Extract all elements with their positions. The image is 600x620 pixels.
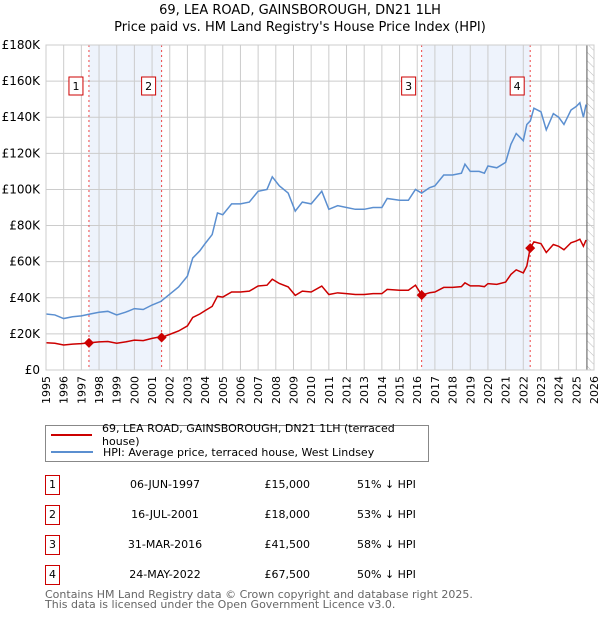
y-tick-label: £100K — [2, 182, 42, 196]
x-tick-label: 2013 — [358, 376, 371, 404]
plot-border — [45, 44, 595, 371]
x-tick-label: 2002 — [164, 376, 177, 404]
sale-price: £15,000 — [264, 478, 311, 491]
shaded-period — [88, 45, 162, 370]
x-tick-label: 2007 — [252, 376, 265, 404]
legend: 69, LEA ROAD, GAINSBOROUGH, DN21 1LH (te… — [45, 422, 429, 462]
sale-date: 31-MAR-2016 — [127, 538, 203, 551]
sale-label-box — [68, 76, 84, 96]
sale-label: 3 — [405, 80, 412, 93]
sale-label-box — [509, 76, 525, 96]
sale-date: 16-JUL-2001 — [131, 508, 199, 521]
y-tick-label: £120K — [2, 146, 42, 160]
y-tick-label: £60K — [9, 255, 41, 269]
x-tick-label: 2019 — [464, 376, 477, 404]
sale-label: 2 — [145, 80, 152, 93]
y-tick-label: £0 — [25, 363, 40, 377]
x-tick-label: 1995 — [40, 376, 53, 404]
x-tick-label: 2008 — [270, 376, 283, 404]
y-tick-label: £140K — [2, 110, 42, 124]
x-tick-label: 2009 — [287, 376, 300, 404]
x-tick-label: 2012 — [341, 376, 354, 404]
sale-label-box — [141, 76, 157, 96]
sale-number: 3 — [45, 535, 60, 555]
chart-subtitle: Price paid vs. HM Land Registry's House … — [114, 20, 486, 35]
x-tick-label: 2020 — [482, 376, 495, 404]
sale-point — [83, 337, 94, 348]
price-chart: 1995 1996 1997 1998 1999 2000 2001 2002 2003 2004… — [2, 38, 600, 404]
x-tick-label: 2022 — [517, 376, 530, 404]
x-tick-label: 2015 — [394, 376, 407, 404]
sale-hpi-diff: 50% ↓ HPI — [357, 568, 416, 581]
sale-hpi-diff: 58% ↓ HPI — [357, 538, 416, 551]
x-tick-label: 2004 — [199, 376, 212, 404]
sale-label: 1 — [72, 80, 79, 93]
footer: Contains HM Land Registry data © Crown c… — [45, 588, 473, 611]
sale-point — [156, 332, 167, 343]
x-tick-label: 1999 — [111, 376, 124, 404]
sale-row: 2 16-JUL-2001 £18,000 53% ↓ HPI — [45, 505, 465, 525]
x-tick-label: 2001 — [146, 376, 159, 404]
x-tick-label: 2025 — [570, 376, 583, 404]
sale-row: 4 24-MAY-2022 £67,500 50% ↓ HPI — [45, 565, 465, 585]
x-tick-label: 2017 — [429, 376, 442, 404]
x-tick-label: 2016 — [411, 376, 424, 404]
legend-item-hpi: HPI: Average price, terraced house, West… — [46, 444, 374, 460]
footer-line: This data is licensed under the Open Gov… — [45, 598, 396, 611]
legend-swatch — [51, 451, 93, 453]
x-tick-label: 1998 — [93, 376, 106, 404]
sale-point — [416, 290, 427, 301]
x-tick-label: 2026 — [588, 376, 600, 404]
x-tick-label: 2021 — [500, 376, 513, 404]
x-tick-label: 2010 — [305, 376, 318, 404]
y-tick-label: £160K — [2, 74, 42, 88]
y-tick-label: £180K — [2, 38, 42, 52]
chart-title: 69, LEA ROAD, GAINSBOROUGH, DN21 1LH — [159, 3, 441, 18]
shaded-period — [421, 45, 531, 370]
hpi-line — [45, 101, 587, 320]
sale-date: 06-JUN-1997 — [129, 478, 201, 491]
y-tick-label: £40K — [9, 291, 41, 305]
sale-number: 2 — [45, 505, 60, 525]
sale-date: 24-MAY-2022 — [129, 568, 201, 581]
future-hatch — [586, 45, 594, 370]
x-tick-label: 2005 — [217, 376, 230, 404]
y-tick-label: £20K — [9, 327, 41, 341]
legend-item-property: 69, LEA ROAD, GAINSBOROUGH, DN21 1LH (te… — [46, 422, 428, 448]
legend-swatch — [51, 434, 93, 436]
sale-point — [525, 243, 536, 254]
y-tick-label: £80K — [9, 219, 41, 233]
legend-label: HPI: Average price, terraced house, West… — [103, 445, 375, 459]
sale-hpi-diff: 51% ↓ HPI — [357, 478, 416, 491]
sale-price: £18,000 — [264, 508, 311, 521]
sale-number: 1 — [45, 475, 60, 495]
sale-price: £41,500 — [264, 538, 311, 551]
sale-label-box — [401, 76, 417, 96]
x-tick-label: 2006 — [234, 376, 247, 404]
x-tick-label: 2024 — [553, 376, 566, 404]
x-tick-label: 2011 — [323, 376, 336, 404]
footer-line: Contains HM Land Registry data © Crown c… — [45, 588, 473, 601]
property-line — [45, 238, 587, 346]
sale-row: 3 31-MAR-2016 £41,500 58% ↓ HPI — [45, 535, 465, 555]
x-tick-label: 2000 — [128, 376, 141, 404]
sale-price: £67,500 — [264, 568, 311, 581]
x-tick-label: 2023 — [535, 376, 548, 404]
sale-hpi-diff: 53% ↓ HPI — [357, 508, 416, 521]
sale-row: 1 06-JUN-1997 £15,000 51% ↓ HPI — [45, 475, 465, 495]
x-tick-label: 2014 — [376, 376, 389, 404]
sale-label: 4 — [514, 80, 521, 93]
x-tick-label: 2003 — [181, 376, 194, 404]
x-tick-label: 2018 — [447, 376, 460, 404]
sale-number: 4 — [45, 565, 60, 585]
x-tick-label: 1996 — [58, 376, 71, 404]
x-tick-label: 1997 — [75, 376, 88, 404]
legend-label: 69, LEA ROAD, GAINSBOROUGH, DN21 1LH (te… — [102, 422, 395, 448]
